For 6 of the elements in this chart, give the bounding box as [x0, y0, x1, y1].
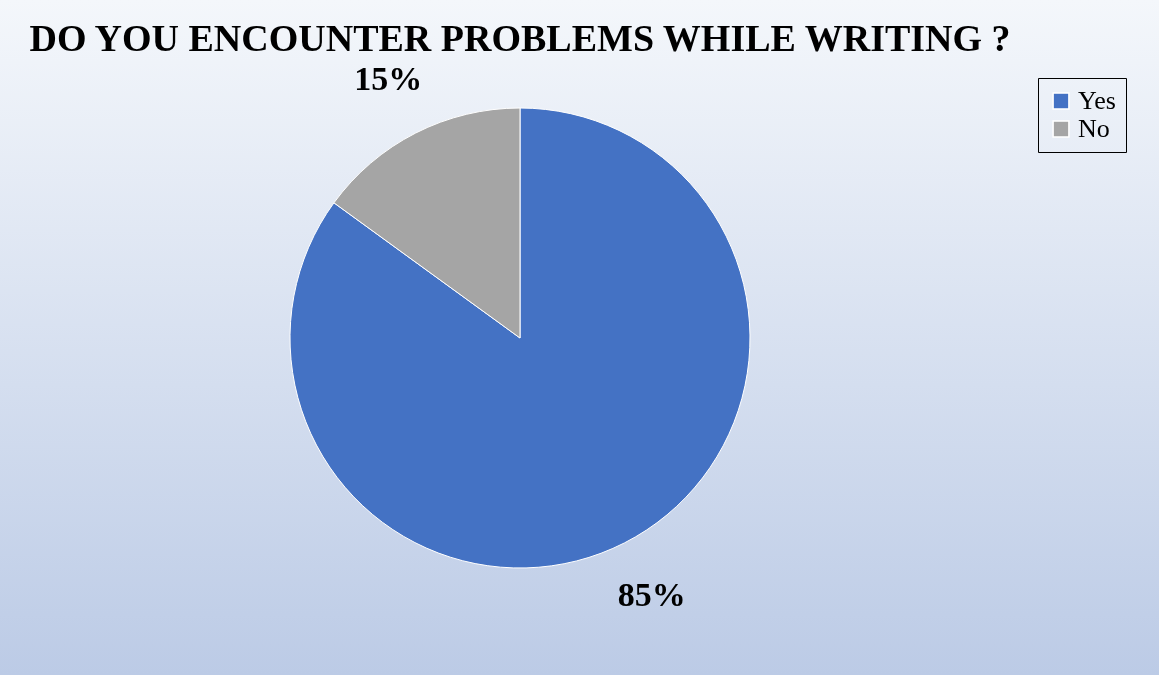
pie-slice	[289, 107, 751, 569]
legend-label: No	[1078, 114, 1110, 143]
data-label: 85%	[617, 576, 686, 614]
legend-label: Yes	[1078, 86, 1116, 115]
data-label: 15%	[354, 59, 423, 97]
chart-title: DO YOU ENCOUNTER PROBLEMS WHILE WRITING ?	[29, 16, 1011, 59]
